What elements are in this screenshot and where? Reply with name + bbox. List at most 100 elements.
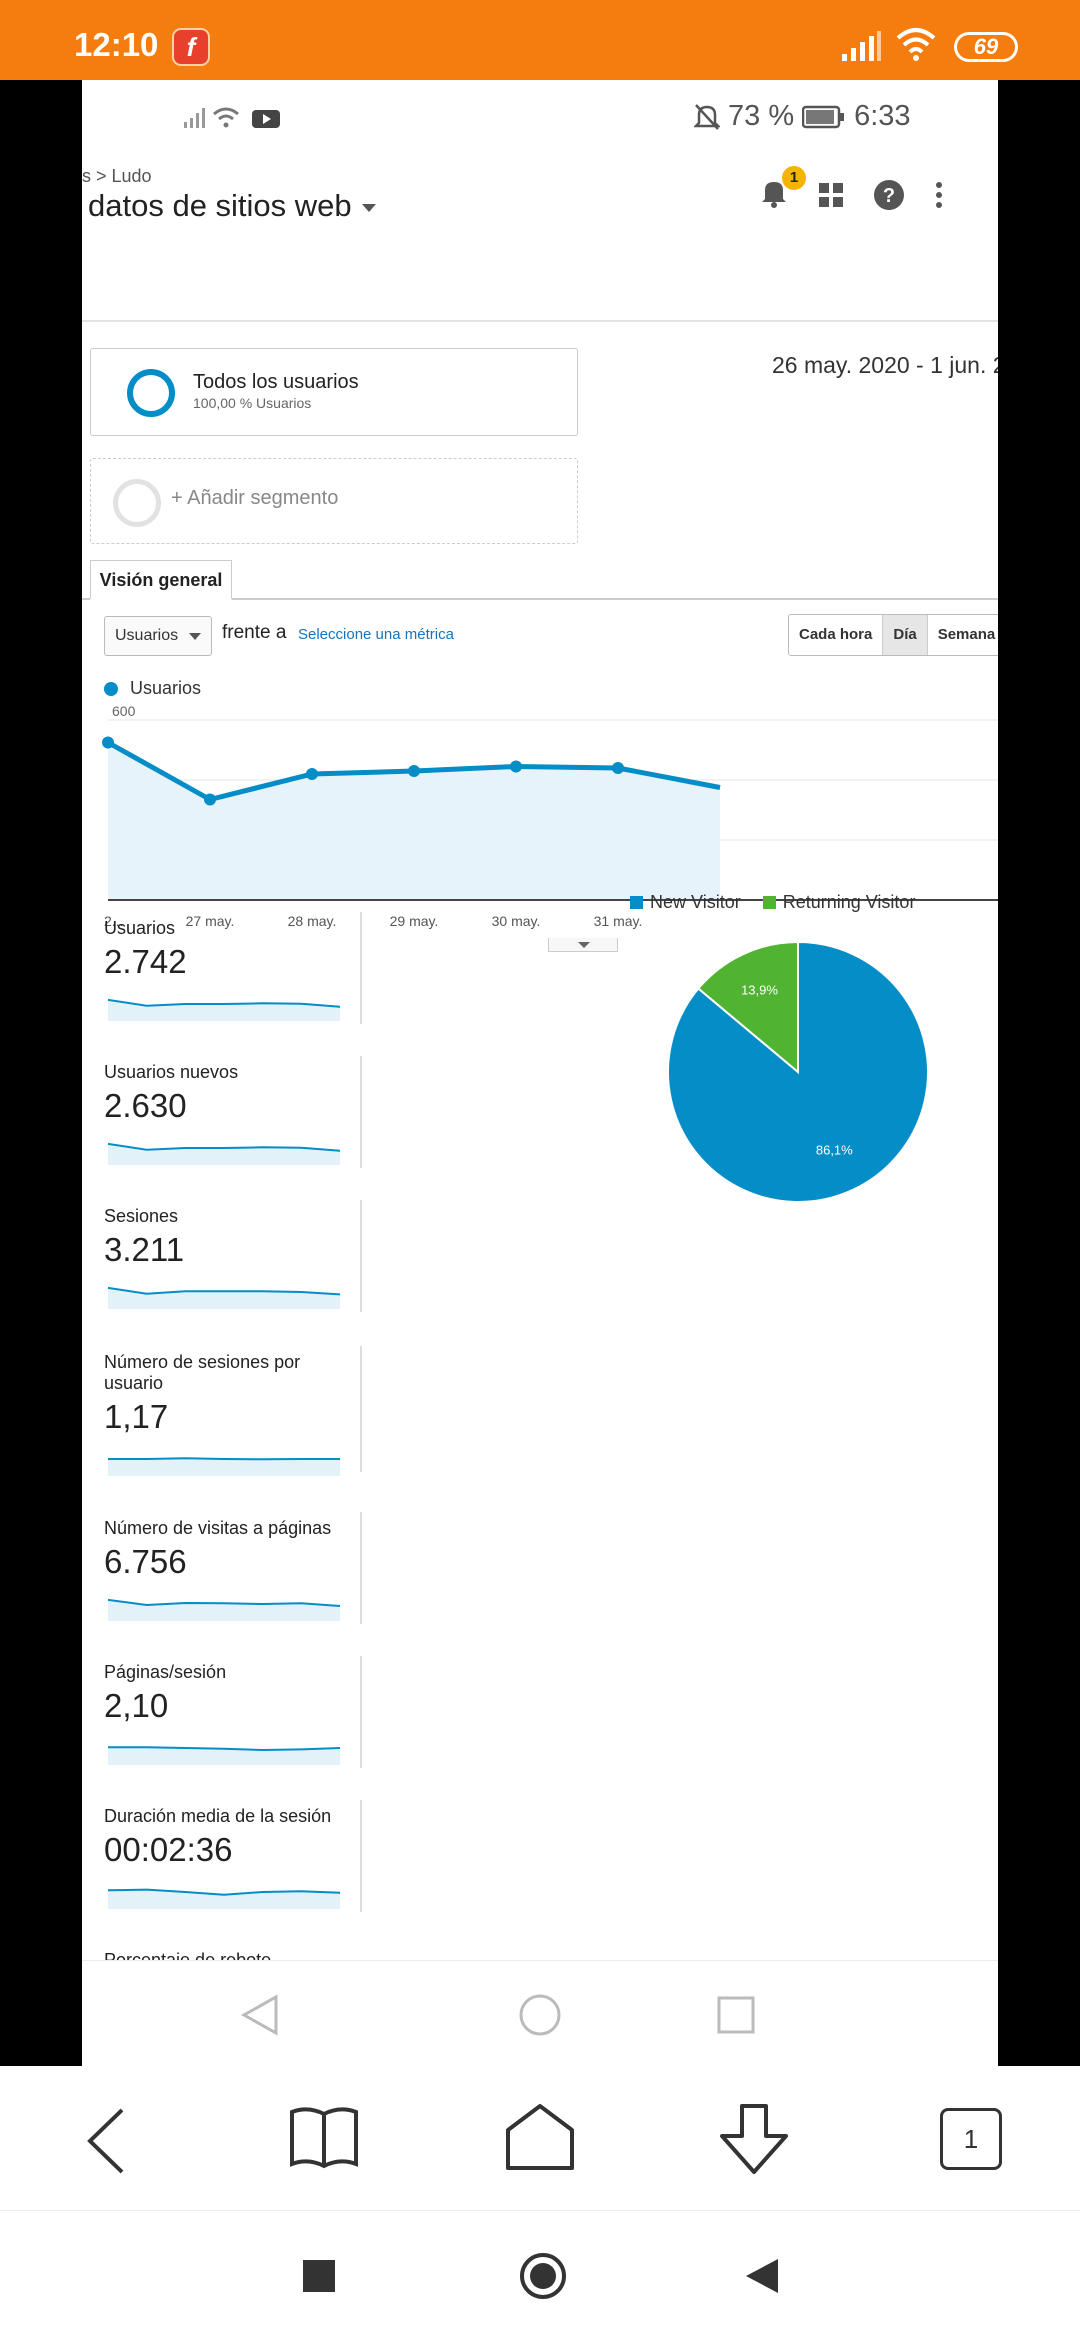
x-tick-label: 29 may. [390, 913, 439, 929]
pie-slice-label: 13,9% [741, 983, 778, 998]
metric-sparkline [108, 1746, 341, 1765]
data-point[interactable] [612, 762, 624, 774]
sparkline-line [108, 1746, 341, 1752]
metric-block[interactable]: Número de sesiones por usuario 1,17 [104, 1352, 364, 1476]
metric-value: 2.630 [104, 1087, 187, 1124]
x-tick-label: 30 may. [492, 913, 541, 929]
inner-status-right: 73 % 6:33 [694, 100, 911, 133]
metric-divider [360, 1512, 362, 1624]
pie-legend-new: New Visitor [630, 892, 741, 913]
legend-swatch [630, 896, 643, 909]
date-range-picker[interactable]: 26 may. 2020 - 1 jun. 2020 [772, 352, 998, 378]
metric-sparkline [107, 1286, 341, 1309]
sparkline-area [108, 1458, 340, 1476]
property-title[interactable]: datos de sitios web [88, 188, 376, 224]
data-point[interactable] [306, 768, 318, 780]
sparkline-line [108, 1457, 340, 1461]
status-bar: 12:10 f 69 [0, 0, 1080, 80]
tab-overview[interactable]: Visión general [90, 560, 232, 600]
metric-block[interactable]: Número de visitas a páginas 6.756 [104, 1518, 364, 1621]
metric-select-value: Usuarios [115, 627, 179, 644]
sparkline-line [107, 1598, 341, 1607]
signal-icon [842, 31, 881, 61]
versus-label: frente a [222, 622, 287, 643]
sparkline-area [108, 1599, 340, 1621]
svg-text:?: ? [883, 185, 895, 207]
data-point[interactable] [204, 793, 216, 806]
users-line-chart: 2004006002...27 may.28 may.29 may.30 may… [82, 700, 998, 950]
pie-slice-label: 86,1% [816, 1143, 853, 1158]
metric-select[interactable]: Usuarios [104, 616, 212, 656]
mute-bell-icon [694, 103, 720, 130]
bookmarks-icon[interactable] [288, 2106, 360, 2172]
pie-legend-returning-label: Returning Visitor [782, 892, 916, 912]
metric-block[interactable]: Duración media de la sesión 00:02:36 [104, 1806, 364, 1909]
recents-square-icon[interactable] [302, 2259, 336, 2293]
metric-divider [360, 912, 362, 1024]
add-segment-button[interactable]: + Añadir segmento [90, 458, 578, 544]
period-toggle-group: Cada hora Día Semana [788, 614, 998, 656]
property-title-text: datos de sitios web [88, 188, 352, 223]
pie-legend-new-label: New Visitor [650, 892, 741, 912]
notifications-button[interactable]: 1 [758, 166, 806, 213]
tabs-button[interactable]: 1 [940, 2108, 1002, 2170]
metric-sparkline [107, 1142, 341, 1165]
metric-divider [360, 1056, 362, 1168]
inner-time: 6:33 [854, 100, 911, 132]
legend-dot-icon [104, 681, 118, 696]
period-button-2[interactable]: Semana [928, 615, 998, 655]
period-button-1[interactable]: Día [883, 615, 928, 655]
chart-resize-handle[interactable] [548, 938, 618, 952]
browser-toolbar: 1 [0, 2066, 1080, 2210]
segment-ring-icon [127, 369, 175, 417]
metric-value: 2.742 [104, 943, 187, 980]
header-divider [82, 320, 998, 322]
x-tick-label: 31 may. [594, 913, 643, 929]
metric-divider [360, 1346, 362, 1472]
chevron-down-icon [361, 203, 376, 212]
segment-all-users[interactable]: Todos los usuarios 100,00 % Usuarios [90, 348, 578, 436]
inner-status-bar: 73 % 6:33 [82, 80, 998, 152]
x-tick-label: 28 may. [288, 913, 337, 929]
period-button-0[interactable]: Cada hora [789, 615, 884, 655]
home-circle-icon[interactable] [518, 2251, 568, 2301]
metric-name: Páginas/sesión [104, 1662, 227, 1682]
sparkline-line [107, 998, 341, 1008]
segment-percentage: 100,00 % Usuarios [193, 395, 312, 411]
download-icon[interactable] [716, 2102, 792, 2178]
visitor-type-pie-chart: 86,1% 13,9% [667, 940, 929, 1203]
back-icon[interactable] [84, 2106, 128, 2176]
wifi-icon [896, 28, 936, 61]
back-triangle-icon[interactable] [744, 2257, 780, 2295]
help-icon[interactable]: ? [872, 178, 906, 212]
metric-name: Duración media de la sesión [104, 1806, 332, 1826]
select-metric-link[interactable]: Seleccione una métrica [298, 626, 454, 643]
metric-value: 3.211 [104, 1231, 185, 1268]
data-point[interactable] [102, 736, 114, 749]
series-area [108, 742, 720, 900]
apps-grid-icon[interactable] [816, 180, 846, 210]
metric-name: Número de sesiones por usuario [104, 1352, 301, 1393]
metric-block[interactable]: Páginas/sesión 2,10 [104, 1662, 364, 1765]
data-point[interactable] [510, 760, 522, 773]
breadcrumb[interactable]: s > Ludo [82, 166, 152, 186]
metric-value: 6.756 [104, 1543, 187, 1580]
more-vert-icon[interactable] [932, 179, 946, 211]
inner-nav-bar [82, 1960, 998, 2066]
home-icon[interactable] [504, 2102, 576, 2174]
metric-block[interactable]: Usuarios nuevos 2.630 [104, 1062, 364, 1165]
metric-block[interactable]: Sesiones 3.211 [104, 1206, 364, 1309]
sparkline-line [107, 1286, 341, 1296]
pie-slice-1[interactable] [696, 940, 799, 1075]
x-tick-label: 27 may. [186, 913, 235, 929]
pie-legend-returning: Returning Visitor [762, 892, 916, 913]
inner-battery-pct: 73 % [728, 100, 795, 132]
legend-label: Usuarios [130, 678, 202, 698]
metric-name: Sesiones [104, 1206, 179, 1226]
chart-legend: Usuarios [104, 678, 201, 699]
metric-block[interactable]: Usuarios 2.742 [104, 918, 364, 1021]
bell-icon [762, 182, 786, 208]
metric-value: 00:02:36 [104, 1831, 233, 1868]
inner-back-icon [240, 1994, 278, 2036]
data-point[interactable] [408, 765, 420, 777]
